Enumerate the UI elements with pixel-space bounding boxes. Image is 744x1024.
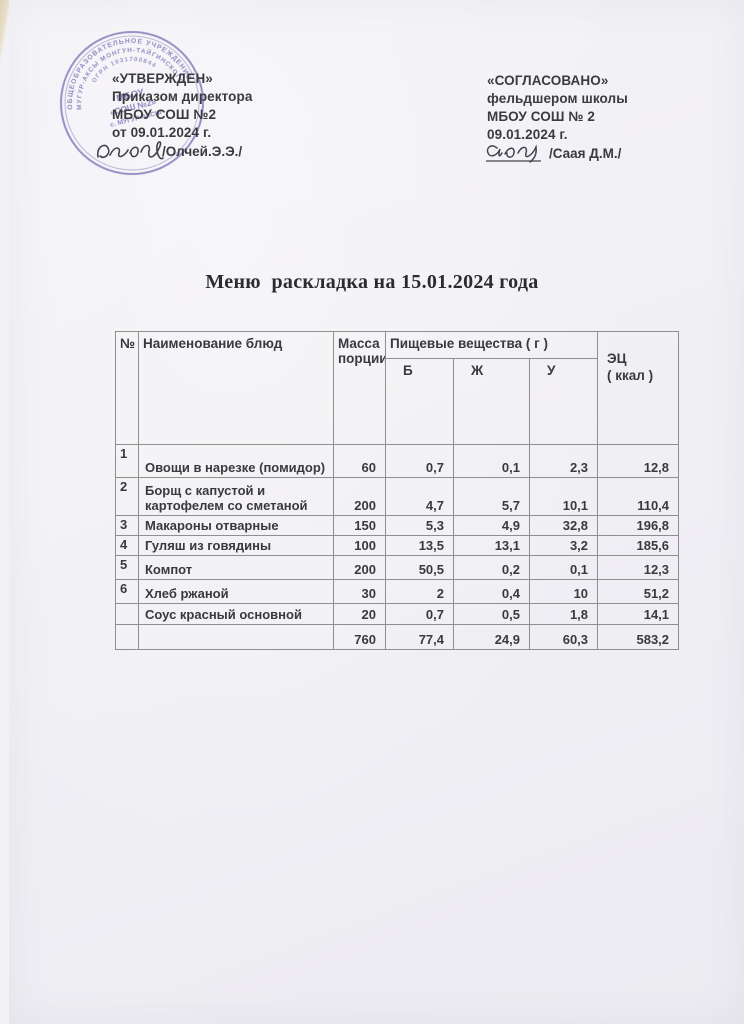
header-mass: Масса порции <box>333 331 386 445</box>
cell-num: 3 <box>115 515 139 536</box>
table-row: 4 Гуляш из говядины 100 13,5 13,1 3,2 18… <box>115 535 680 556</box>
cell-fat: 4,9 <box>453 515 530 536</box>
total-protein: 77,4 <box>385 624 454 650</box>
cell-num: 1 <box>115 444 139 478</box>
table-row: 3 Макароны отварные 150 5,3 4,9 32,8 196… <box>115 515 680 536</box>
table-row: 1 Овощи в нарезке (помидор) 60 0,7 0,1 2… <box>115 444 680 478</box>
cell-energy: 110,4 <box>597 477 680 516</box>
cell-energy: 185,6 <box>597 535 680 556</box>
cell-fat: 0,1 <box>453 444 530 478</box>
cell-dish-name: Компот <box>138 555 334 580</box>
agreed-line4: 09.01.2024 г. <box>487 127 568 142</box>
table-row: 5 Компот 200 50,5 0,2 0,1 12,3 <box>115 555 680 580</box>
cell-carbs: 10 <box>528 579 599 604</box>
menu-table: № Наименование блюд Масса порции Пищевые… <box>115 331 680 650</box>
cell-protein: 0,7 <box>385 603 454 625</box>
approved-line3: МБОУ СОШ №2 <box>112 107 217 122</box>
cell-fat: 13,1 <box>453 535 530 556</box>
cell-carbs: 3,2 <box>528 535 599 556</box>
cell-fat: 0,2 <box>453 555 530 580</box>
cell-fat: 0,4 <box>453 579 530 604</box>
agreed-line3: МБОУ СОШ № 2 <box>487 109 596 124</box>
school-round-stamp-icon: ОБЩЕОБРАЗОВАТЕЛЬНОЕ УЧРЕЖДЕНИЕ МУГУР-АКС… <box>54 28 204 175</box>
agreed-block: «СОГЛАСОВАНО» фельдшером школы МБОУ СОШ … <box>487 72 628 144</box>
cell-mass: 200 <box>333 555 386 580</box>
agreed-line2: фельдшером школы <box>487 91 628 106</box>
cell-dish-name: Овощи в нарезке (помидор) <box>138 444 334 478</box>
header-num: № <box>115 331 139 445</box>
cell-num <box>115 624 139 650</box>
table-total-row: 760 77,4 24,9 60,3 583,2 <box>115 624 680 650</box>
total-fat: 24,9 <box>453 624 530 650</box>
cell-mass: 30 <box>333 579 386 604</box>
cell-protein: 13,5 <box>385 535 454 556</box>
cell-fat: 5,7 <box>453 477 530 516</box>
header-energy: ЭЦ ( ккал ) <box>597 331 680 445</box>
cell-carbs: 32,8 <box>528 515 599 536</box>
cell-carbs: 0,1 <box>528 555 599 580</box>
cell-mass: 150 <box>333 515 386 536</box>
header-fat: Ж <box>453 358 530 445</box>
cell-dish-name: Соус красный основной <box>138 603 334 625</box>
table-row: 6 Хлеб ржаной 30 2 0,4 10 51,2 <box>115 579 680 604</box>
cell-dish-name <box>138 624 334 650</box>
director-signature-label: /Олчей.Э.Э./ <box>162 144 243 159</box>
cell-mass: 100 <box>333 535 386 556</box>
cell-dish-name: Гуляш из говядины <box>138 535 334 556</box>
cell-energy: 196,8 <box>597 515 680 536</box>
cell-num: 4 <box>115 535 139 556</box>
feldsher-signature-label: /Саая Д.М./ <box>549 146 622 161</box>
cell-num: 5 <box>115 555 139 580</box>
cell-dish-name: Хлеб ржаной <box>138 579 334 604</box>
total-mass: 760 <box>333 624 386 650</box>
approved-line4: от 09.01.2024 г. <box>112 125 212 140</box>
cell-carbs: 10,1 <box>528 477 599 516</box>
header-energy-line2: ( ккал ) <box>607 368 654 383</box>
header-energy-line1: ЭЦ <box>607 351 627 366</box>
header-carbs: У <box>528 358 599 445</box>
document-title: Меню раскладка на 15.01.2024 года <box>205 271 539 293</box>
feldsher-signature-icon <box>486 144 541 163</box>
approved-line2: Приказом директора <box>112 89 253 104</box>
approved-block: «УТВЕРЖДЕН» Приказом директора МБОУ СОШ … <box>112 70 252 142</box>
total-energy: 583,2 <box>597 624 680 650</box>
cell-mass: 200 <box>333 477 386 516</box>
cell-protein: 4,7 <box>385 477 454 516</box>
cell-carbs: 2,3 <box>528 444 599 478</box>
cell-dish-name: Макароны отварные <box>138 515 334 536</box>
header-name: Наименование блюд <box>138 331 334 445</box>
cell-num <box>115 603 139 625</box>
cell-carbs: 1,8 <box>528 603 599 625</box>
cell-protein: 2 <box>385 579 454 604</box>
cell-mass: 60 <box>333 444 386 478</box>
cell-energy: 12,3 <box>597 555 680 580</box>
cell-protein: 5,3 <box>385 515 454 536</box>
cell-num: 2 <box>115 477 139 516</box>
cell-mass: 20 <box>333 603 386 625</box>
total-carbs: 60,3 <box>528 624 599 650</box>
director-signature-icon <box>96 141 164 160</box>
approved-title: «УТВЕРЖДЕН» <box>112 71 213 86</box>
cell-energy: 14,1 <box>597 603 680 625</box>
table-row: Соус красный основной 20 0,7 0,5 1,8 14,… <box>115 603 680 625</box>
cell-protein: 0,7 <box>385 444 454 478</box>
cell-protein: 50,5 <box>385 555 454 580</box>
cell-energy: 51,2 <box>597 579 680 604</box>
header-protein: Б <box>385 358 454 445</box>
cell-num: 6 <box>115 579 139 604</box>
cell-energy: 12,8 <box>597 444 680 478</box>
cell-dish-name: Борщ с капустой и картофелем со сметаной <box>138 477 334 516</box>
table-row: 2 Борщ с капустой и картофелем со сметан… <box>115 477 680 516</box>
header-nutrients: Пищевые вещества ( г ) <box>384 331 599 359</box>
agreed-title: «СОГЛАСОВАНО» <box>487 73 609 88</box>
cell-fat: 0,5 <box>453 603 530 625</box>
